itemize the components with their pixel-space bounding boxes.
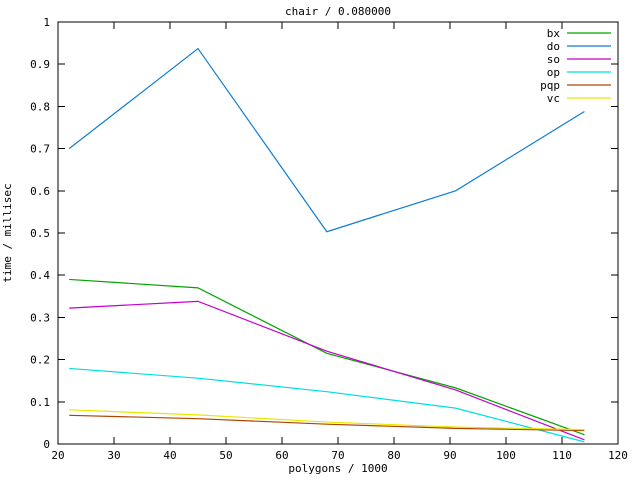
y-tick-label: 0.6 <box>30 185 50 198</box>
legend-label-do: do <box>547 40 560 53</box>
x-tick-label: 30 <box>107 449 120 462</box>
plot-border <box>57 21 619 445</box>
x-tick-label: 90 <box>443 449 456 462</box>
x-tick-label: 100 <box>496 449 516 462</box>
y-tick-label: 0.7 <box>30 143 50 156</box>
x-tick-label: 40 <box>163 449 176 462</box>
y-axis-label: time / millisec <box>1 183 14 282</box>
series-line-do <box>68 47 585 233</box>
series-line-op <box>69 367 585 443</box>
series-line-pqp <box>69 414 585 432</box>
x-tick-label: 80 <box>387 449 400 462</box>
legend-label-vc: vc <box>547 92 560 105</box>
legend-label-pqp: pqp <box>540 79 560 92</box>
y-tick-label: 0.1 <box>30 396 50 409</box>
x-tick-label: 20 <box>51 449 64 462</box>
x-tick-label: 70 <box>331 449 344 462</box>
y-tick-label: 0.4 <box>30 269 50 282</box>
y-tick-label: 0.5 <box>30 227 50 240</box>
y-tick-label: 0 <box>43 438 50 451</box>
y-tick-label: 0.2 <box>30 354 50 367</box>
series-line-vc <box>69 409 585 431</box>
series-lines <box>68 47 585 443</box>
y-tick-label: 0.9 <box>30 58 50 71</box>
x-axis-label: polygons / 1000 <box>288 462 387 475</box>
series-line-bx <box>69 278 585 436</box>
chart-title: chair / 0.080000 <box>285 5 391 18</box>
legend-label-bx: bx <box>547 27 561 40</box>
x-tick-label: 120 <box>608 449 628 462</box>
x-tick-label: 60 <box>275 449 288 462</box>
x-tick-label: 50 <box>219 449 232 462</box>
legend-label-op: op <box>547 66 560 79</box>
tick-labels: 20 30 40 50 60 70 80 90 100 110 120 0 0.1 0.2 0.3 0.4 0.… <box>30 16 628 462</box>
axis-ticks <box>57 21 619 445</box>
series-line-so <box>69 300 585 441</box>
y-tick-label: 0.3 <box>30 311 50 324</box>
x-tick-label: 110 <box>552 449 572 462</box>
legend-label-so: so <box>547 53 560 66</box>
y-tick-label: 0.8 <box>30 100 50 113</box>
y-tick-label: 1 <box>43 16 50 29</box>
